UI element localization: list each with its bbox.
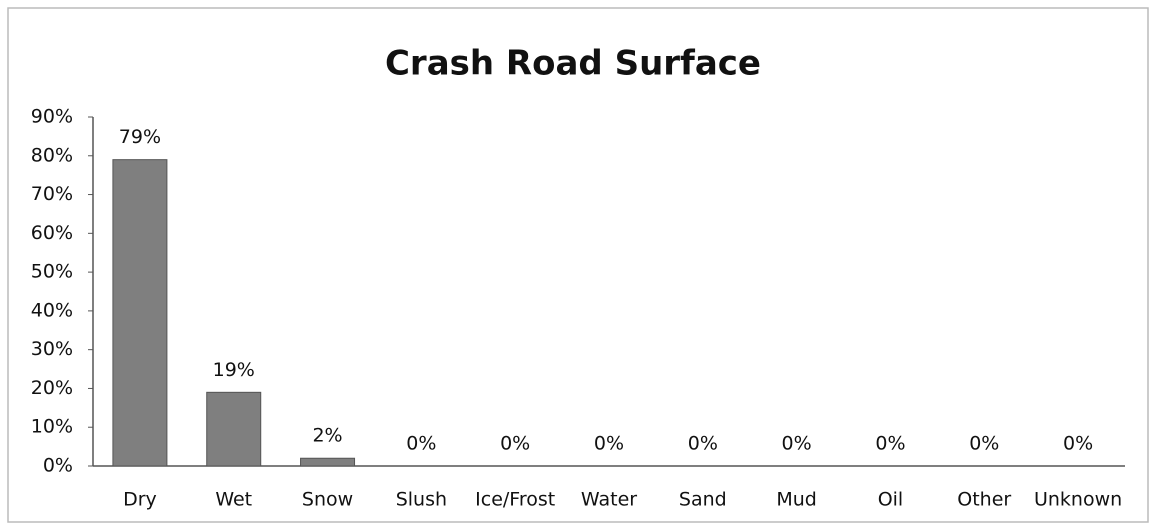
x-tick-label: Dry	[123, 489, 157, 511]
data-label: 0%	[406, 433, 436, 455]
y-tick-label: 30%	[31, 338, 73, 360]
y-tick-label: 0%	[43, 455, 73, 477]
bar	[300, 457, 356, 467]
y-tick-label: 20%	[31, 377, 73, 399]
y-tick-label: 90%	[31, 106, 73, 128]
data-label: 0%	[500, 433, 530, 455]
x-tick-label: Sand	[679, 489, 727, 511]
bar	[206, 391, 262, 467]
data-label: 19%	[213, 359, 255, 381]
data-label: 0%	[594, 433, 624, 455]
x-tick-label: Other	[957, 489, 1011, 511]
data-label: 0%	[1063, 433, 1093, 455]
x-tick-label: Wet	[215, 489, 252, 511]
x-tick-label: Mud	[776, 489, 817, 511]
x-tick-label: Slush	[396, 489, 447, 511]
y-tick-label: 10%	[31, 416, 73, 438]
x-tick-label: Water	[581, 489, 637, 511]
y-tick-label: 80%	[31, 144, 73, 166]
x-tick-label: Ice/Frost	[475, 489, 555, 511]
data-label: 0%	[782, 433, 812, 455]
y-tick-label: 50%	[31, 261, 73, 283]
data-label: 2%	[312, 425, 342, 447]
x-tick-label: Oil	[878, 489, 904, 511]
bar	[112, 159, 168, 467]
y-tick-label: 60%	[31, 222, 73, 244]
data-label: 0%	[969, 433, 999, 455]
data-label: 0%	[875, 433, 905, 455]
y-tick-label: 40%	[31, 299, 73, 321]
x-tick-label: Unknown	[1034, 489, 1122, 511]
data-label: 0%	[688, 433, 718, 455]
chart-title: Crash Road Surface	[385, 44, 761, 84]
y-tick-label: 70%	[31, 183, 73, 205]
x-tick-label: Snow	[302, 489, 353, 511]
chart-border	[7, 7, 1149, 523]
data-label: 79%	[119, 126, 161, 148]
